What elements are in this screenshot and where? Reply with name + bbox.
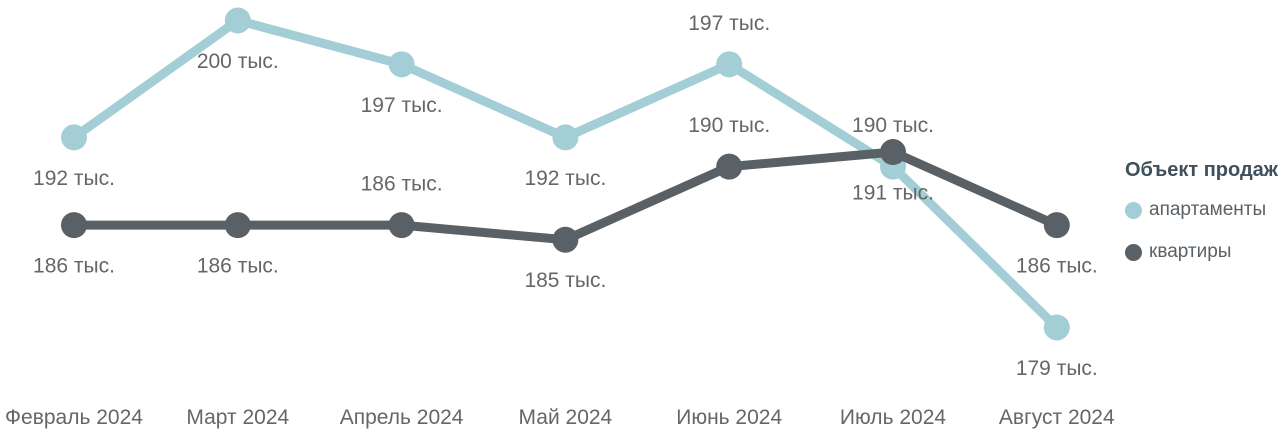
data-label: 186 тыс.	[197, 255, 279, 278]
legend-items: апартаменты квартиры	[1125, 199, 1285, 263]
data-label: 197 тыс.	[688, 12, 770, 35]
data-label: 186 тыс.	[1016, 255, 1098, 278]
data-label: 192 тыс.	[33, 167, 115, 190]
data-point[interactable]	[388, 51, 415, 78]
data-point[interactable]	[224, 212, 251, 239]
data-label: 179 тыс.	[1016, 357, 1098, 380]
data-point[interactable]	[224, 7, 251, 34]
data-point[interactable]	[61, 124, 87, 151]
data-label: 186 тыс.	[361, 173, 443, 196]
data-label: 190 тыс.	[852, 114, 934, 137]
data-point[interactable]	[1043, 314, 1070, 341]
data-point[interactable]	[716, 153, 743, 180]
legend-swatch-icon	[1125, 201, 1142, 219]
data-point[interactable]	[61, 212, 87, 239]
legend-title: Объект продаж	[1125, 159, 1278, 181]
legend-item[interactable]: апартаменты	[1125, 199, 1285, 221]
data-label: 191 тыс.	[852, 182, 934, 205]
data-point[interactable]	[552, 124, 579, 151]
data-label: 197 тыс.	[361, 94, 443, 117]
data-point[interactable]	[388, 212, 415, 239]
data-label: 192 тыс.	[524, 167, 606, 190]
data-label: 190 тыс.	[688, 114, 770, 137]
legend-swatch-icon	[1125, 243, 1142, 261]
legend: Объект продаж апартаменты квартиры	[1125, 159, 1285, 283]
legend-item-label: квартиры	[1149, 241, 1232, 262]
data-label: 200 тыс.	[197, 50, 279, 73]
data-label: 185 тыс.	[524, 269, 606, 292]
data-point[interactable]	[880, 139, 906, 166]
legend-item-label: апартаменты	[1149, 199, 1267, 220]
legend-item[interactable]: квартиры	[1125, 241, 1285, 263]
data-label: 186 тыс.	[33, 255, 115, 278]
data-point[interactable]	[1043, 212, 1070, 239]
data-point[interactable]	[552, 226, 579, 253]
data-point[interactable]	[716, 51, 743, 78]
